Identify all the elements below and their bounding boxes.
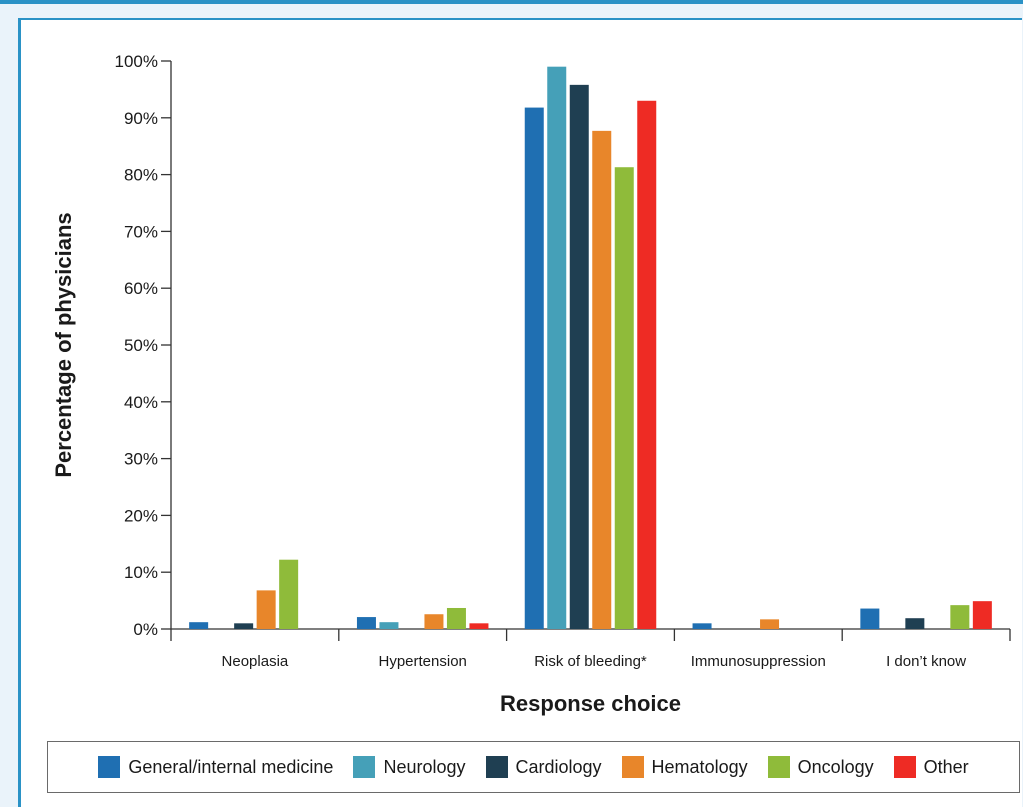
bar: [424, 614, 444, 629]
legend-item: Other: [893, 756, 969, 778]
bar: [569, 84, 589, 629]
bar: [446, 607, 466, 629]
y-tick-label: 20%: [124, 506, 158, 525]
bar: [256, 590, 276, 629]
legend-swatch: [485, 756, 508, 778]
bar: [972, 601, 992, 629]
y-tick-label: 70%: [124, 222, 158, 241]
bar: [379, 622, 399, 629]
legend-label: Other: [923, 756, 969, 777]
bar: [234, 623, 254, 629]
y-tick-label: 10%: [124, 563, 158, 582]
y-tick-label: 0%: [133, 620, 158, 639]
top-accent-border: [0, 0, 1023, 4]
legend-label: Oncology: [797, 756, 874, 777]
y-tick-label: 90%: [124, 109, 158, 128]
legend-item: Cardiology: [485, 756, 602, 778]
x-tick-label: I don’t know: [886, 653, 966, 670]
legend-swatch: [98, 756, 121, 778]
legend-swatch: [767, 756, 790, 778]
legend-item: General/internal medicine: [98, 756, 333, 778]
bar: [279, 559, 299, 629]
bar: [524, 107, 544, 630]
legend-swatch: [353, 756, 376, 778]
legend-label: Hematology: [651, 756, 748, 777]
bar: [950, 605, 970, 629]
bar: [547, 66, 567, 630]
bar: [592, 130, 612, 629]
bar: [905, 618, 925, 629]
bar: [860, 608, 880, 629]
bar: [614, 167, 634, 629]
bar: [637, 100, 657, 629]
legend-label: General/internal medicine: [128, 756, 334, 777]
legend-item: Hematology: [621, 756, 748, 778]
x-tick-label: Hypertension: [379, 653, 467, 670]
y-tick-label: 30%: [124, 450, 158, 469]
y-tick-label: 40%: [124, 393, 158, 412]
chart-legend: General/internal medicine Neurology Cardio…: [47, 741, 1020, 793]
y-tick-label: 80%: [124, 166, 158, 185]
legend-label: Neurology: [383, 756, 466, 777]
legend-item: Oncology: [767, 756, 874, 778]
bar: [356, 617, 376, 629]
y-axis-title: Percentage of physicians: [51, 212, 76, 477]
y-tick-label: 60%: [124, 279, 158, 298]
chart-canvas: 0% 10% 20% 30% 40% 50% 60% 70% 80% 90% 100% Neoplas…: [51, 52, 1011, 716]
legend-swatch: [893, 756, 916, 778]
x-tick-label: Neoplasia: [222, 653, 289, 670]
x-tick-label: Risk of bleeding*: [534, 653, 647, 670]
chart-frame: [18, 18, 1022, 807]
x-axis-title: Response choice: [500, 691, 681, 716]
bar: [189, 622, 209, 629]
bar: [760, 619, 780, 629]
bar: [692, 623, 712, 629]
legend-swatch: [621, 756, 644, 778]
legend-item: Neurology: [353, 756, 466, 778]
bar: [469, 623, 489, 629]
legend-label: Cardiology: [515, 756, 602, 777]
y-tick-label: 50%: [124, 336, 158, 355]
x-tick-label: Immunosuppression: [691, 653, 826, 670]
y-tick-label: 100%: [115, 52, 158, 71]
